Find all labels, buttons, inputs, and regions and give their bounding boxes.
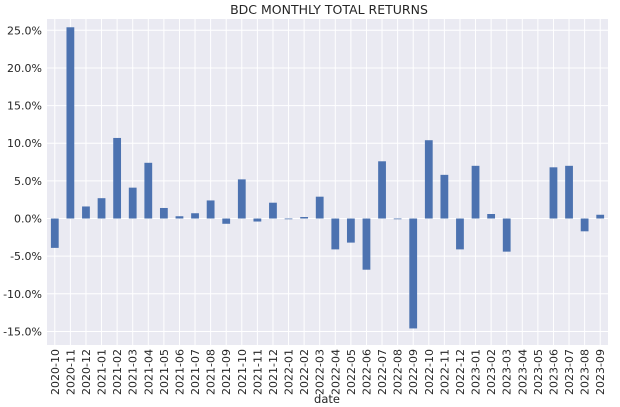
- y-tick-labels: -15.0% -10.0% -5.0% 0.0% 5.0% 10.0% 15.0% 20.0%…: [3, 24, 42, 338]
- bar-2022-04: [331, 218, 340, 250]
- x-tick-label: 2020-10: [49, 349, 62, 395]
- x-tick-labels: 2020-10 2020-11 2020-12 2021-01 2021-02 2021-…: [49, 349, 607, 395]
- bar-2022-10: [424, 140, 433, 219]
- x-tick-label: 2023-05: [532, 349, 545, 395]
- bar-2021-10: [237, 179, 246, 219]
- x-tick-label: 2023-09: [594, 349, 607, 395]
- x-tick-label: 2022-02: [298, 349, 311, 395]
- x-tick-label: 2023-08: [579, 349, 592, 395]
- bar-2022-03: [315, 196, 324, 219]
- bar-2022-07: [378, 161, 386, 219]
- bars: [50, 27, 605, 329]
- bar-2021-07: [191, 213, 199, 219]
- x-tick-label: 2021-07: [189, 349, 202, 395]
- bar-2022-11: [440, 174, 449, 219]
- x-tick-label: 2022-01: [283, 349, 296, 395]
- x-tick-label: 2022-11: [438, 349, 451, 395]
- bar-2020-10: [50, 218, 59, 248]
- bar-2021-06: [175, 216, 184, 219]
- x-tick-label: 2022-09: [407, 349, 420, 395]
- x-tick-label: 2021-02: [111, 349, 124, 395]
- x-tick-label: 2021-03: [127, 349, 140, 395]
- bar-2021-02: [113, 137, 122, 219]
- bar-2021-01: [97, 198, 106, 219]
- x-tick-label: 2023-03: [501, 349, 514, 395]
- x-tick-label: 2022-06: [360, 349, 373, 395]
- x-tick-label: 2022-08: [392, 349, 405, 395]
- bar-2022-05: [346, 218, 355, 243]
- x-tick-label: 2022-04: [329, 349, 342, 395]
- x-tick-label: 2021-01: [96, 349, 109, 395]
- plot-area: [47, 19, 608, 345]
- x-tick-label: 2021-06: [173, 349, 186, 395]
- x-tick-label: 2022-05: [345, 349, 358, 395]
- x-tick-label: 2023-04: [516, 349, 529, 395]
- x-tick-label: 2020-12: [80, 349, 93, 395]
- bar-2023-07: [565, 165, 573, 219]
- x-tick-label: 2022-10: [423, 349, 436, 395]
- bar-2022-12: [456, 218, 464, 250]
- bar-2023-01: [471, 165, 480, 219]
- x-tick-label: 2020-11: [64, 349, 77, 395]
- bar-2022-08: [393, 218, 402, 220]
- x-tick-label: 2022-03: [314, 349, 327, 395]
- bar-2021-05: [159, 207, 168, 219]
- y-tick-label: 10.0%: [7, 137, 42, 150]
- chart-title: BDC MONTHLY TOTAL RETURNS: [230, 2, 428, 17]
- x-tick-label: 2023-01: [470, 349, 483, 395]
- bar-2021-03: [128, 187, 137, 219]
- bar-2022-06: [362, 218, 371, 270]
- bar-2022-01: [284, 218, 293, 220]
- y-tick-label: 20.0%: [7, 62, 42, 75]
- bar-2023-03: [502, 218, 511, 252]
- bar-2021-08: [206, 200, 215, 219]
- x-tick-label: 2021-11: [251, 349, 264, 395]
- x-tick-label: 2021-05: [158, 349, 171, 395]
- bar-2022-09: [409, 218, 418, 329]
- x-tick-label: 2022-07: [376, 349, 389, 395]
- y-tick-label: -15.0%: [3, 325, 42, 338]
- bar-2022-02: [300, 217, 309, 219]
- bar-2020-12: [82, 206, 90, 219]
- x-tick-label: 2021-08: [205, 349, 218, 395]
- x-tick-label: 2023-07: [563, 349, 576, 395]
- y-tick-label: 25.0%: [7, 24, 42, 37]
- x-axis-label: date: [314, 392, 340, 406]
- bar-2020-11: [66, 27, 75, 219]
- bar-2021-11: [253, 218, 262, 222]
- bar-2023-08: [580, 218, 589, 232]
- x-tick-label: 2021-10: [236, 349, 249, 395]
- x-tick-label: 2021-04: [142, 349, 155, 395]
- x-tick-label: 2021-09: [220, 349, 233, 395]
- x-tick-label: 2021-12: [267, 349, 280, 395]
- bar-2021-09: [222, 218, 231, 224]
- y-tick-label: 15.0%: [7, 100, 42, 113]
- x-tick-label: 2022-12: [454, 349, 467, 395]
- x-tick-label: 2023-02: [485, 349, 498, 395]
- y-tick-label: 0.0%: [14, 213, 42, 226]
- y-tick-label: -10.0%: [3, 288, 42, 301]
- x-tick-label: 2023-06: [547, 349, 560, 395]
- bar-2021-04: [144, 162, 153, 219]
- y-tick-label: -5.0%: [10, 250, 42, 263]
- bar-2021-12: [269, 202, 277, 219]
- y-tick-label: 5.0%: [14, 175, 42, 188]
- bar-2023-09: [596, 214, 605, 219]
- bar-2023-02: [487, 213, 496, 219]
- bar-2023-06: [549, 167, 558, 219]
